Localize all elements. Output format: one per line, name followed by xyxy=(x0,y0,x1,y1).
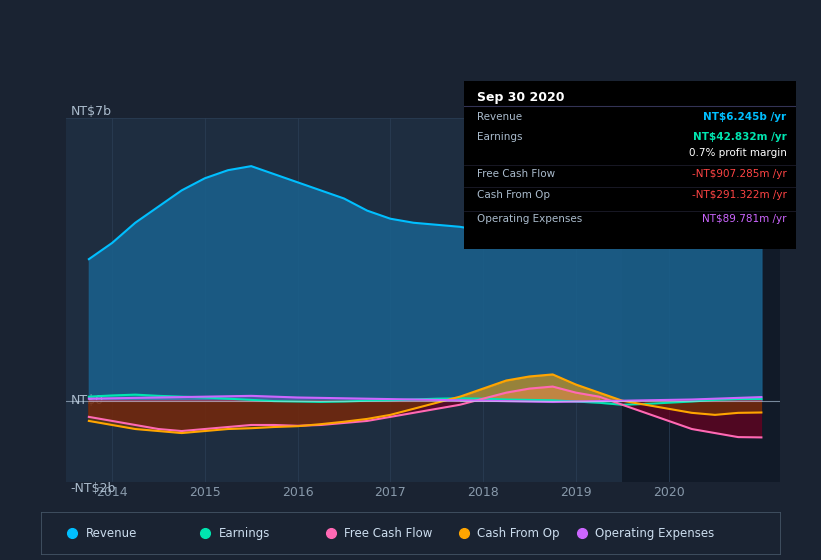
Text: Earnings: Earnings xyxy=(218,527,270,540)
Text: Sep 30 2020: Sep 30 2020 xyxy=(477,91,565,104)
Text: Cash From Op: Cash From Op xyxy=(477,190,550,200)
Text: NT$0: NT$0 xyxy=(71,394,103,407)
Text: NT$6.245b /yr: NT$6.245b /yr xyxy=(704,111,787,122)
Text: Revenue: Revenue xyxy=(85,527,137,540)
Bar xyxy=(622,118,780,482)
Text: -NT$907.285m /yr: -NT$907.285m /yr xyxy=(691,169,787,179)
Text: Operating Expenses: Operating Expenses xyxy=(477,214,582,224)
Text: -NT$2b: -NT$2b xyxy=(71,482,116,494)
Text: Cash From Op: Cash From Op xyxy=(477,527,559,540)
Text: Earnings: Earnings xyxy=(477,132,523,142)
Text: 0.7% profit margin: 0.7% profit margin xyxy=(689,148,787,158)
Text: Free Cash Flow: Free Cash Flow xyxy=(344,527,433,540)
Text: NT$7b: NT$7b xyxy=(71,105,112,118)
Text: Free Cash Flow: Free Cash Flow xyxy=(477,169,555,179)
Text: -NT$291.322m /yr: -NT$291.322m /yr xyxy=(691,190,787,200)
Text: NT$89.781m /yr: NT$89.781m /yr xyxy=(702,214,787,224)
Text: Revenue: Revenue xyxy=(477,111,522,122)
Text: Operating Expenses: Operating Expenses xyxy=(595,527,714,540)
Text: NT$42.832m /yr: NT$42.832m /yr xyxy=(693,132,787,142)
